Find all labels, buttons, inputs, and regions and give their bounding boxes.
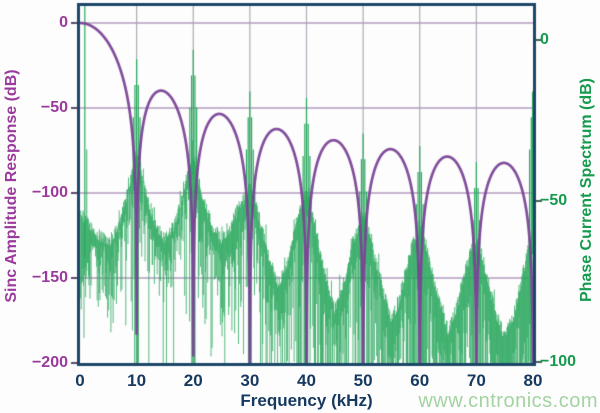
x-tick-label: 60 <box>410 371 430 390</box>
x-tick-label: 10 <box>127 371 147 390</box>
x-tick-label: 30 <box>240 371 260 390</box>
x-tick-label: 0 <box>75 371 85 390</box>
x-tick-label: 20 <box>183 371 203 390</box>
left-tick-label: −50 <box>40 99 68 116</box>
right-axis-title: Phase Current Spectrum (dB) <box>578 77 595 303</box>
x-tick-label: 70 <box>466 371 486 390</box>
x-axis-title: Frequency (kHz) <box>240 391 373 410</box>
x-tick-label: 40 <box>297 371 316 390</box>
right-tick-label: −100 <box>540 353 577 370</box>
left-tick-label: 0 <box>59 14 68 31</box>
left-tick-label: −200 <box>31 354 68 371</box>
left-tick-label: −150 <box>31 269 68 286</box>
x-tick-label: 80 <box>523 371 543 390</box>
left-tick-label: −100 <box>31 184 68 201</box>
watermark-text: www.cntronics.com <box>418 390 598 412</box>
right-tick-label: 0 <box>540 31 549 48</box>
left-axis-title: Sinc Amplitude Response (dB) <box>3 69 20 303</box>
right-tick-label: −50 <box>540 192 568 209</box>
x-tick-label: 50 <box>353 371 373 390</box>
